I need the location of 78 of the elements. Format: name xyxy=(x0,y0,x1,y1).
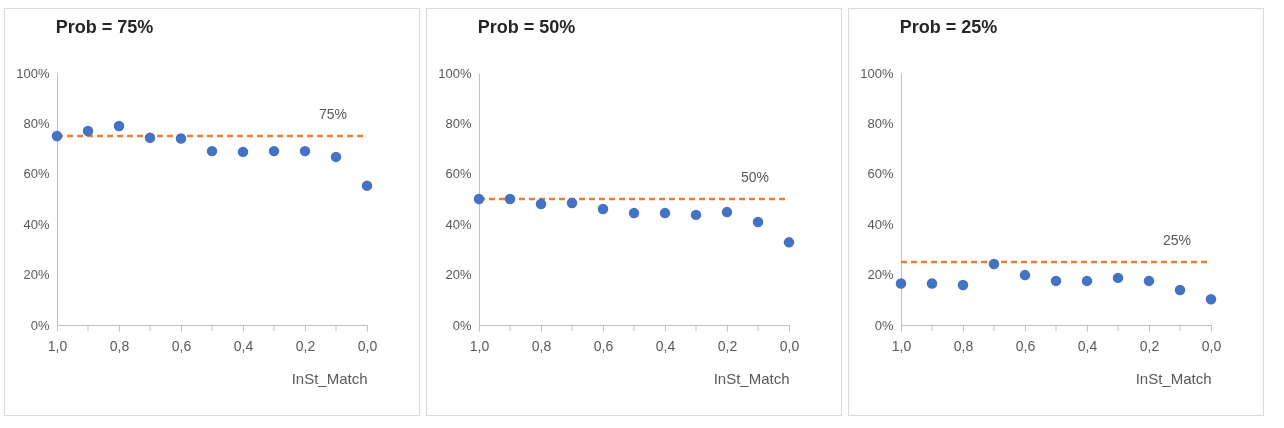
y-tick-label: 100% xyxy=(438,65,472,81)
x-tick-label: 0,6 xyxy=(1015,337,1036,354)
x-tick-label: 0,0 xyxy=(357,337,378,354)
point xyxy=(504,193,516,205)
x-tick-label: 0,2 xyxy=(717,337,738,354)
y-tick-label: 80% xyxy=(23,115,50,131)
ref-line-label: 25% xyxy=(1162,232,1191,248)
x-tick-label: 0,6 xyxy=(171,337,192,354)
point xyxy=(237,146,249,158)
y-tick-label: 60% xyxy=(867,166,894,182)
point xyxy=(82,125,94,137)
x-tick-label: 0,0 xyxy=(779,337,800,354)
point xyxy=(144,132,156,143)
point xyxy=(268,145,280,157)
y-tick-label: 80% xyxy=(867,115,894,131)
x-tick-label: 0,4 xyxy=(655,337,676,354)
y-tick-label: 0% xyxy=(452,317,472,333)
point xyxy=(175,133,187,144)
x-tick-label: 0,2 xyxy=(1139,337,1160,354)
x-tick-label: 0,0 xyxy=(1201,337,1222,354)
x-tick-label: 0,8 xyxy=(109,337,130,354)
point xyxy=(957,279,969,291)
y-tick-label: 60% xyxy=(23,166,50,182)
y-tick-label: 0% xyxy=(30,317,50,333)
point xyxy=(721,206,733,218)
point xyxy=(473,193,485,205)
y-tick-label: 20% xyxy=(445,267,472,283)
point xyxy=(1143,275,1155,287)
point xyxy=(1019,269,1031,281)
point xyxy=(1050,275,1062,287)
x-tick-label: 0,4 xyxy=(1077,337,1098,354)
chart-title: Prob = 25% xyxy=(899,17,998,37)
point xyxy=(51,130,63,142)
y-tick-label: 0% xyxy=(874,317,894,333)
point xyxy=(566,197,578,209)
x-tick-label: 1,0 xyxy=(47,337,68,354)
ref-line-label: 75% xyxy=(318,106,347,122)
point xyxy=(690,209,702,221)
y-tick-label: 80% xyxy=(445,115,472,131)
x-axis-title: InSt_Match xyxy=(1135,369,1212,387)
y-tick-label: 20% xyxy=(23,267,50,283)
point xyxy=(206,145,218,157)
point xyxy=(1174,284,1186,296)
x-tick-label: 1,0 xyxy=(891,337,912,354)
point xyxy=(113,120,125,132)
chart-title: Prob = 75% xyxy=(55,17,154,37)
y-tick-label: 40% xyxy=(23,216,50,232)
y-tick-label: 20% xyxy=(867,267,894,283)
point xyxy=(1205,294,1217,305)
x-tick-label: 0,8 xyxy=(953,337,974,354)
x-tick-label: 0,2 xyxy=(295,337,316,354)
ref-line-label: 50% xyxy=(740,169,769,185)
x-axis-title: InSt_Match xyxy=(713,369,790,387)
point xyxy=(628,207,640,219)
point xyxy=(535,198,547,210)
x-axis-title: InSt_Match xyxy=(291,369,368,387)
point xyxy=(1112,272,1124,284)
point xyxy=(659,207,671,219)
x-tick-label: 0,8 xyxy=(531,337,552,354)
y-tick-label: 40% xyxy=(445,216,472,232)
x-tick-label: 1,0 xyxy=(469,337,490,354)
y-tick-label: 100% xyxy=(16,65,50,81)
point xyxy=(895,278,907,289)
y-tick-label: 100% xyxy=(860,65,894,81)
y-tick-label: 60% xyxy=(445,166,472,182)
y-tick-label: 40% xyxy=(867,216,894,232)
chart-title: Prob = 50% xyxy=(477,17,576,37)
point xyxy=(330,151,342,163)
x-tick-label: 0,6 xyxy=(593,337,614,354)
point xyxy=(988,258,1000,270)
point xyxy=(926,278,938,289)
point xyxy=(1081,275,1093,287)
x-tick-label: 0,4 xyxy=(233,337,254,354)
point xyxy=(783,237,795,248)
point xyxy=(361,180,373,191)
point xyxy=(597,203,609,215)
point xyxy=(299,145,311,157)
point xyxy=(752,216,764,228)
